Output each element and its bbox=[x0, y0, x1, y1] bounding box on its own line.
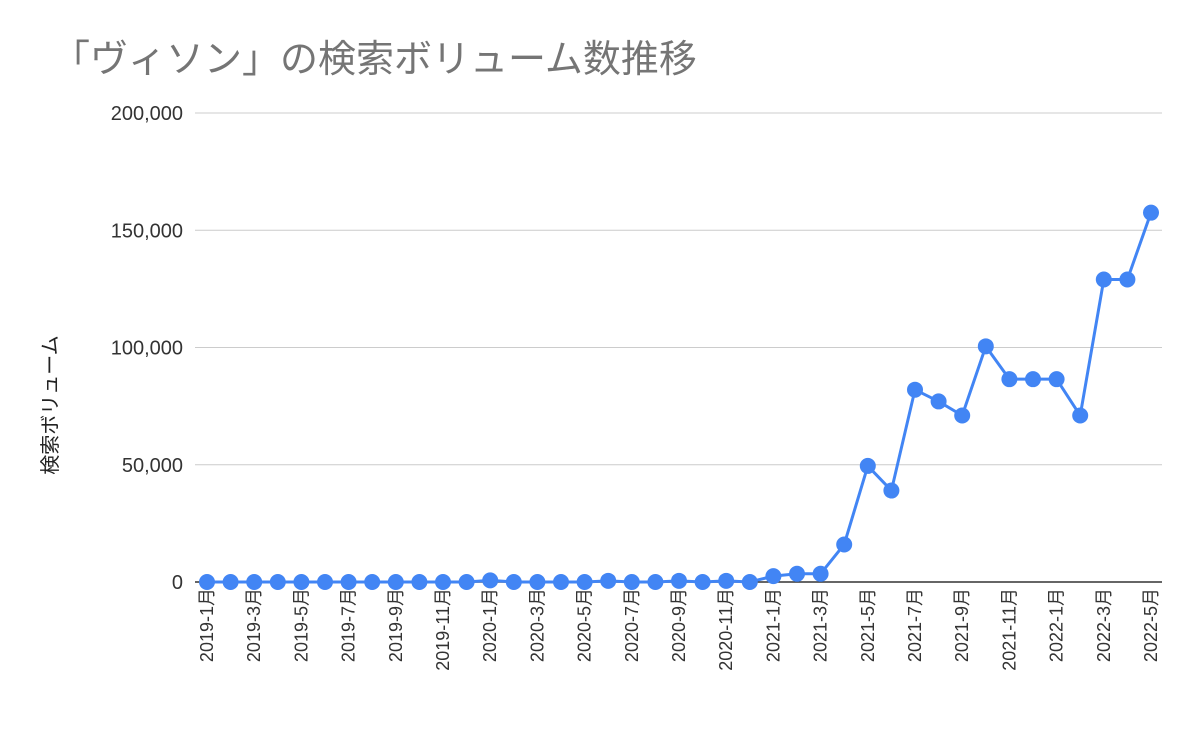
x-tick-label: 2021-5月 bbox=[858, 588, 878, 662]
x-tick-label: 2021-3月 bbox=[811, 588, 831, 662]
x-tick-label: 2022-1月 bbox=[1047, 588, 1067, 662]
data-point[interactable] bbox=[907, 381, 923, 398]
x-tick-label: 2022-5月 bbox=[1141, 588, 1161, 662]
data-point[interactable] bbox=[694, 574, 711, 590]
x-tick-label: 2020-7月 bbox=[622, 588, 642, 662]
x-tick-label: 2021-11月 bbox=[999, 588, 1019, 671]
series-line-path bbox=[207, 212, 1153, 584]
data-point[interactable] bbox=[1143, 204, 1159, 221]
x-tick-label: 2019-9月 bbox=[386, 588, 406, 662]
data-point[interactable] bbox=[836, 536, 853, 553]
x-tick-label: 2021-9月 bbox=[952, 588, 972, 662]
x-tick-label: 2019-3月 bbox=[244, 588, 264, 662]
data-point[interactable] bbox=[576, 574, 593, 590]
data-point[interactable] bbox=[246, 574, 263, 590]
data-point[interactable] bbox=[741, 574, 758, 590]
data-point[interactable] bbox=[340, 574, 357, 590]
data-point[interactable] bbox=[789, 565, 805, 582]
y-tick-label: 200,000 bbox=[111, 103, 183, 125]
data-point[interactable] bbox=[1095, 271, 1112, 288]
data-point[interactable] bbox=[859, 457, 876, 474]
x-tick-label: 2020-11月 bbox=[716, 588, 736, 671]
data-point[interactable] bbox=[930, 393, 947, 410]
x-tick-label: 2019-7月 bbox=[339, 588, 359, 662]
x-tick-label: 2021-7月 bbox=[905, 588, 925, 662]
data-point[interactable] bbox=[387, 574, 404, 590]
data-point[interactable] bbox=[435, 574, 451, 590]
x-tick-label: 2022-3月 bbox=[1094, 588, 1114, 662]
data-point[interactable] bbox=[293, 574, 310, 590]
y-axis-title: 検索ボリューム bbox=[38, 335, 62, 474]
x-tick-label: 2020-1月 bbox=[480, 588, 500, 662]
data-point[interactable] bbox=[671, 572, 687, 589]
y-tick-label: 150,000 bbox=[111, 220, 183, 242]
data-point[interactable] bbox=[529, 574, 546, 590]
data-point[interactable] bbox=[954, 407, 971, 424]
data-point[interactable] bbox=[600, 572, 617, 589]
x-tick-label: 2019-1月 bbox=[197, 588, 217, 662]
y-axis-ticks: 0 50,000 100,000 150,000 200,000 bbox=[111, 103, 183, 594]
data-point[interactable] bbox=[411, 574, 428, 590]
data-point[interactable] bbox=[553, 574, 569, 590]
y-tick-label: 0 bbox=[172, 572, 183, 594]
data-point[interactable] bbox=[1025, 371, 1041, 388]
data-point[interactable] bbox=[482, 572, 499, 589]
data-point[interactable] bbox=[458, 574, 475, 590]
x-tick-label: 2020-9月 bbox=[669, 588, 689, 662]
data-point[interactable] bbox=[505, 574, 522, 590]
y-tick-label: 100,000 bbox=[111, 338, 183, 360]
data-point[interactable] bbox=[317, 574, 333, 590]
data-point[interactable] bbox=[765, 568, 782, 585]
data-point[interactable] bbox=[623, 574, 640, 590]
data-point[interactable] bbox=[718, 572, 735, 589]
x-tick-label: 2021-1月 bbox=[763, 588, 783, 662]
data-point[interactable] bbox=[364, 574, 381, 590]
y-tick-label: 50,000 bbox=[122, 455, 183, 477]
gridlines bbox=[195, 112, 1162, 466]
chart-title: 「ヴィソン」の検索ボリューム数推移 bbox=[52, 37, 697, 81]
data-point[interactable] bbox=[199, 574, 215, 590]
data-point[interactable] bbox=[1048, 371, 1065, 388]
data-point[interactable] bbox=[812, 565, 829, 582]
data-point[interactable] bbox=[1072, 407, 1089, 424]
x-tick-label: 2019-5月 bbox=[291, 588, 311, 662]
x-tick-label: 2020-5月 bbox=[575, 588, 595, 662]
x-tick-label: 2019-11月 bbox=[433, 588, 453, 671]
data-point[interactable] bbox=[647, 574, 664, 590]
data-point[interactable] bbox=[883, 482, 900, 499]
x-tick-label: 2020-3月 bbox=[527, 588, 547, 662]
data-point[interactable] bbox=[269, 574, 286, 590]
data-point[interactable] bbox=[977, 338, 994, 355]
data-point[interactable] bbox=[1001, 371, 1018, 388]
series-line bbox=[199, 204, 1159, 590]
x-axis-ticks: 2019-1月 2019-3月 2019-5月 2019-7月 2019-9月 2019-… bbox=[197, 588, 1161, 671]
data-point[interactable] bbox=[1119, 271, 1136, 288]
data-point[interactable] bbox=[222, 574, 239, 590]
